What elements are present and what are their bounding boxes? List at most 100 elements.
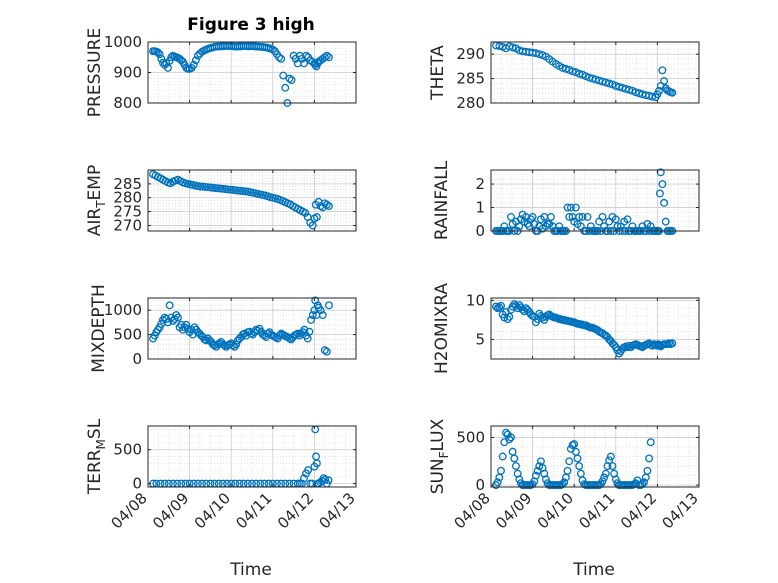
data-point (640, 478, 649, 487)
figure-title: Figure 3 high (187, 15, 315, 35)
data-point (565, 457, 574, 466)
y-tick-label: 500 (113, 441, 142, 459)
data-point (505, 312, 514, 321)
data-point (318, 311, 327, 320)
series-pressure (149, 42, 333, 107)
y-tick-label: 0 (475, 222, 485, 240)
data-point (174, 313, 182, 322)
data-point (575, 69, 584, 78)
data-point (655, 86, 664, 95)
data-point (528, 212, 537, 221)
data-point (573, 454, 582, 463)
y-axis-label: RAINFALL (432, 160, 452, 240)
data-point (515, 222, 524, 231)
data-point (658, 180, 667, 189)
data-point (305, 327, 314, 336)
data-point (600, 473, 609, 482)
data-point (658, 66, 667, 75)
y-tick-label: 1000 (104, 301, 142, 319)
data-point (578, 212, 587, 221)
data-point (535, 50, 544, 59)
data-point (605, 456, 614, 465)
panel-rainfall: 0 1 2 RAINFALL (432, 160, 700, 240)
y-axis-label-rest: SL (85, 418, 105, 439)
data-point (497, 301, 505, 310)
data-point (611, 475, 620, 484)
y-tick-label: 290 (456, 45, 485, 63)
y-tick-label: 280 (456, 94, 485, 112)
x-axis-label-right: Time (572, 560, 615, 580)
y-axis-label: SUNFLUX (428, 418, 451, 494)
y-tick-label: 285 (456, 70, 485, 88)
data-point (287, 76, 296, 85)
data-point (583, 212, 592, 221)
data-point (182, 320, 191, 329)
data-point (505, 435, 514, 444)
data-point (281, 83, 290, 92)
data-point (571, 203, 580, 212)
y-tick-label: 5 (475, 330, 485, 348)
data-point (155, 50, 164, 59)
y-tick-label: 280 (113, 189, 142, 207)
data-point (598, 477, 607, 486)
data-point (157, 54, 166, 63)
data-point (598, 212, 607, 221)
data-point (202, 336, 211, 345)
data-point (492, 302, 500, 311)
series-theta (492, 41, 677, 102)
y-axis-label-main: TERR (85, 449, 105, 495)
data-point (316, 306, 325, 315)
grid (148, 426, 356, 487)
y-axis-label: MIXDEPTH (89, 284, 109, 373)
data-point (189, 60, 198, 69)
y-tick-label: 0 (132, 475, 142, 493)
y-tick-label: 500 (456, 428, 485, 446)
y-tick-label: 900 (113, 64, 142, 82)
series-h2omixra (492, 300, 677, 358)
data-point (164, 63, 172, 72)
x-axis-label-left: Time (229, 560, 272, 580)
y-tick-label: 1 (475, 199, 485, 217)
grid (148, 41, 356, 104)
data-point (277, 54, 286, 63)
data-point (495, 303, 504, 312)
y-axis-label: AIRTEMP (85, 165, 108, 236)
data-point (275, 53, 283, 62)
axes-frame (490, 169, 700, 232)
y-tick-label: 0 (132, 350, 142, 368)
data-point (566, 203, 575, 212)
axes-frame (147, 297, 357, 360)
data-point (655, 189, 664, 198)
y-axis-label-subscript: M (94, 439, 108, 449)
data-point (308, 311, 317, 320)
y-tick-label: 285 (113, 175, 142, 193)
data-point (314, 303, 323, 312)
data-point (498, 452, 507, 461)
data-point (668, 339, 677, 348)
data-point (605, 79, 614, 88)
data-point (322, 51, 331, 60)
data-point (320, 53, 329, 62)
data-point (493, 478, 502, 487)
y-tick-label: 275 (113, 203, 142, 221)
data-point (232, 340, 241, 349)
y-axis-label-subscript: T (94, 200, 108, 209)
data-point (312, 213, 321, 222)
data-point (507, 433, 515, 442)
data-point (325, 53, 333, 62)
data-point (608, 462, 617, 470)
y-axis-label: THETA (428, 45, 448, 101)
data-point (565, 212, 574, 221)
data-point (302, 51, 311, 60)
data-point (301, 209, 310, 217)
data-point (193, 51, 202, 60)
series-mixdepth (149, 296, 333, 356)
data-point (165, 301, 174, 310)
data-point (300, 59, 308, 68)
panel-theta: 280 285 290 THETA (428, 41, 700, 112)
data-point (285, 74, 294, 83)
axes-frame (490, 425, 700, 488)
data-point (268, 45, 277, 54)
axes-frame (490, 297, 700, 360)
